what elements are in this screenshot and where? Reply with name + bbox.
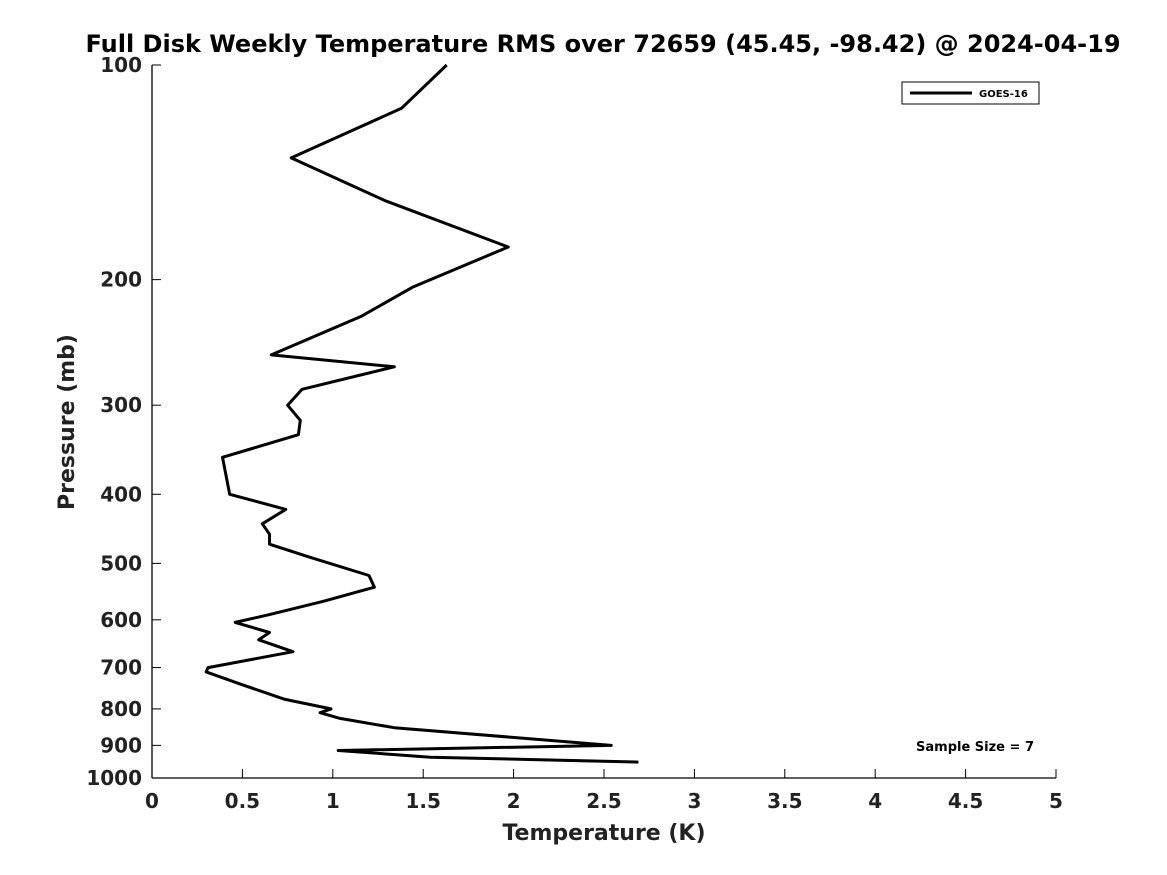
- x-tick-label: 3: [687, 789, 701, 813]
- y-tick-label: 400: [100, 482, 142, 506]
- x-tick-label: 4.5: [948, 789, 983, 813]
- y-tick-label: 500: [100, 551, 142, 575]
- y-tick-label: 800: [100, 697, 142, 721]
- x-tick-label: 1: [326, 789, 340, 813]
- x-tick-label: 5: [1049, 789, 1063, 813]
- y-axis-label: Pressure (mb): [55, 334, 80, 510]
- x-tick-label: 2.5: [586, 789, 621, 813]
- legend: GOES-16: [901, 81, 1040, 105]
- x-ticks: 0 0.5 1 1.5 2 2.5 3 3.5 4 4.5 5: [145, 769, 1063, 813]
- x-tick-label: 0.5: [225, 789, 260, 813]
- y-tick-label: 1000: [86, 766, 142, 790]
- y-tick-label: 700: [100, 656, 142, 680]
- y-ticks: 100 200 300 400 500 600 700 800 900 1000: [86, 53, 161, 790]
- y-tick-label: 200: [100, 268, 142, 292]
- y-tick-label: 900: [100, 733, 142, 757]
- x-tick-label: 4: [868, 789, 882, 813]
- y-tick-label: 300: [100, 393, 142, 417]
- x-tick-label: 2: [507, 789, 521, 813]
- x-axis-label: Temperature (K): [502, 821, 705, 846]
- x-tick-label: 1.5: [405, 789, 440, 813]
- plot-area: 0 0.5 1 1.5 2 2.5 3 3.5 4 4.5 5 100 200 300 400 500 600…: [86, 53, 1063, 813]
- x-tick-label: 3.5: [767, 789, 802, 813]
- sample-size-note: Sample Size = 7: [916, 740, 1034, 755]
- x-tick-label: 0: [145, 789, 159, 813]
- chart-title: Full Disk Weekly Temperature RMS over 72…: [85, 30, 1120, 58]
- y-tick-label: 600: [100, 608, 142, 632]
- series-line-goes-16: [204, 63, 639, 764]
- y-tick-label: 100: [100, 53, 142, 77]
- legend-label-goes-16: GOES-16: [979, 89, 1028, 100]
